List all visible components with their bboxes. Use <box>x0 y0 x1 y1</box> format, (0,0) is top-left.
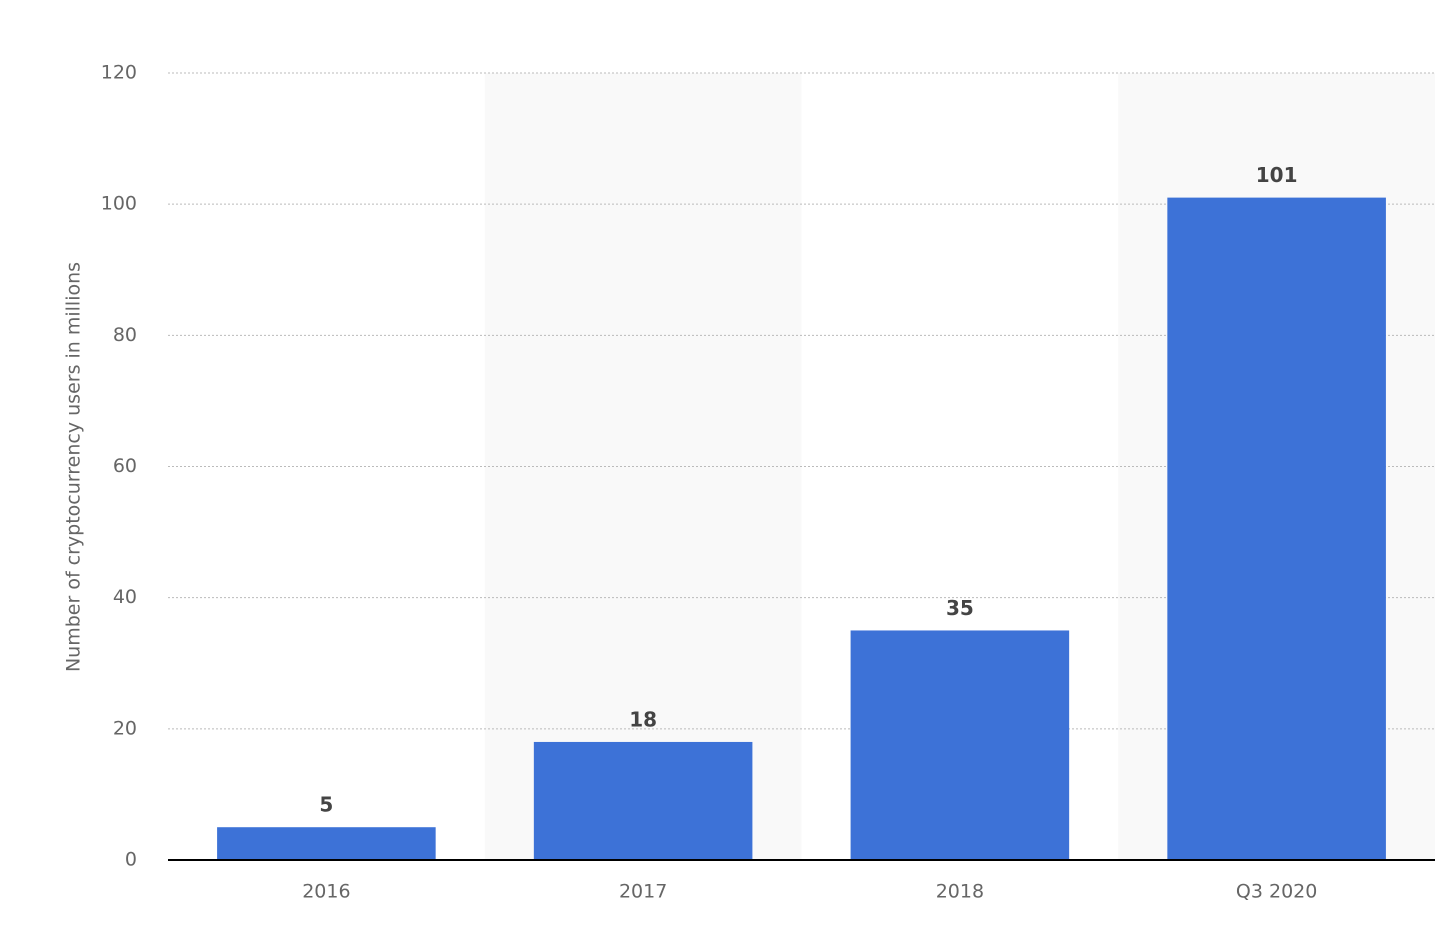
data-label: 5 <box>319 793 333 817</box>
bar <box>850 630 1070 860</box>
y-tick-label: 40 <box>113 586 137 608</box>
x-tick-label: 2016 <box>302 881 350 903</box>
y-tick-label: 120 <box>101 62 137 84</box>
bar <box>217 827 436 860</box>
bar <box>1167 197 1386 860</box>
y-tick-label: 60 <box>113 455 137 477</box>
y-tick-label: 0 <box>125 849 137 871</box>
y-tick-label: 20 <box>113 717 137 739</box>
x-tick-label: 2017 <box>619 881 667 903</box>
x-tick-label: Q3 2020 <box>1236 881 1317 903</box>
data-label: 101 <box>1256 163 1298 187</box>
bar <box>533 741 753 860</box>
x-tick-label: 2018 <box>936 881 984 903</box>
data-label: 35 <box>946 596 974 620</box>
y-axis-label: Number of cryptocurrency users in millio… <box>63 262 85 672</box>
y-tick-label: 80 <box>113 324 137 346</box>
y-tick-label: 100 <box>101 193 137 215</box>
data-label: 18 <box>629 707 657 731</box>
